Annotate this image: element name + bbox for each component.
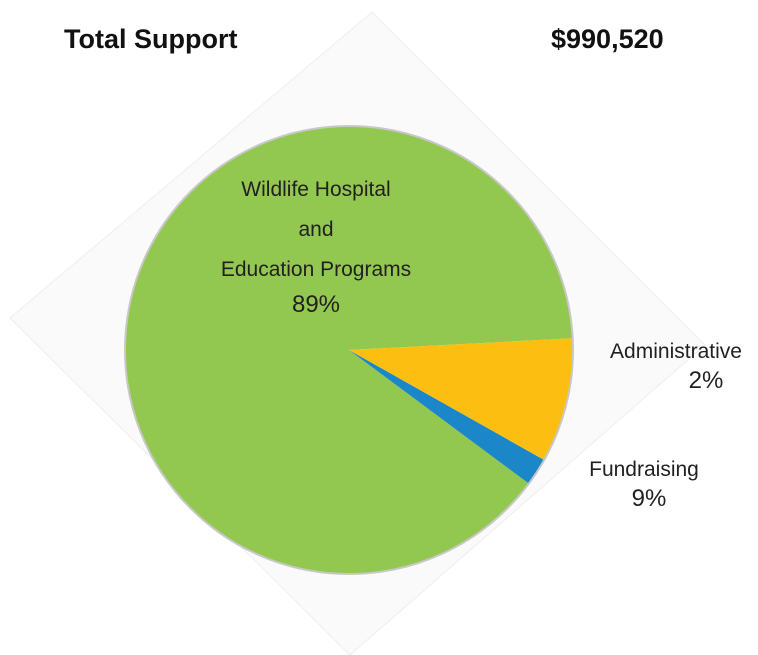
chart-title-label: Total Support (64, 24, 238, 54)
slice-name-fundraising: Fundraising (589, 458, 699, 481)
slice-name-administrative: Administrative (610, 340, 742, 363)
pie-slice-fundraising (349, 338, 573, 460)
slice-percent-fundraising: 9% (631, 485, 667, 513)
pie-slice-administrative (349, 350, 545, 484)
slice-label-fundraising: Fundraising 9% (574, 456, 714, 514)
chart-title-value: $990,520 (551, 24, 664, 54)
slice-name-programs-line-3: Education Programs (220, 258, 412, 281)
slice-label-administrative: Administrative 2% (594, 338, 758, 396)
slice-label-programs: Wildlife Hospital and Education Programs… (202, 170, 430, 320)
slice-name-programs-line-2: and (298, 218, 334, 241)
slice-percent-programs: 89% (291, 291, 341, 318)
slice-percent-administrative: 2% (688, 367, 724, 395)
pie-slices (125, 126, 573, 575)
pie-border (124, 125, 574, 575)
slice-name-programs-line-1: Wildlife Hospital (241, 178, 391, 201)
pie-slice-programs (125, 126, 573, 575)
